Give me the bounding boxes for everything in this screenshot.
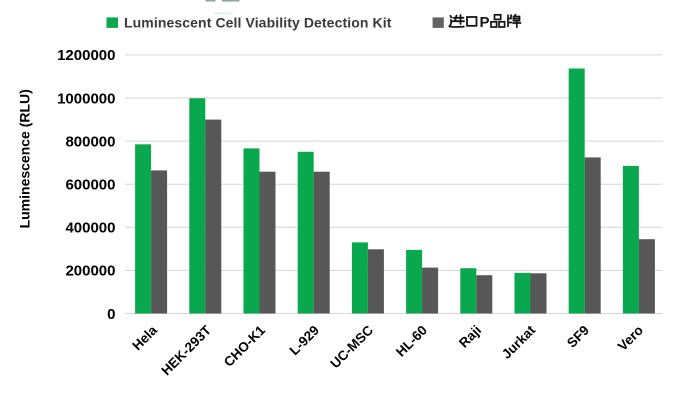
svg-text:0: 0 bbox=[107, 306, 115, 323]
svg-text:200000: 200000 bbox=[65, 263, 115, 280]
svg-text:Luminescent Cell Viability Det: Luminescent Cell Viability Detection Kit bbox=[124, 14, 392, 30]
svg-text:P: P bbox=[480, 14, 490, 31]
svg-text:1200000: 1200000 bbox=[57, 47, 115, 64]
svg-text:600000: 600000 bbox=[65, 177, 115, 194]
svg-text:Luminescence (RLU): Luminescence (RLU) bbox=[17, 89, 33, 228]
svg-text:400000: 400000 bbox=[65, 220, 115, 237]
svg-text:800000: 800000 bbox=[65, 133, 115, 150]
svg-text:1000000: 1000000 bbox=[57, 90, 115, 107]
